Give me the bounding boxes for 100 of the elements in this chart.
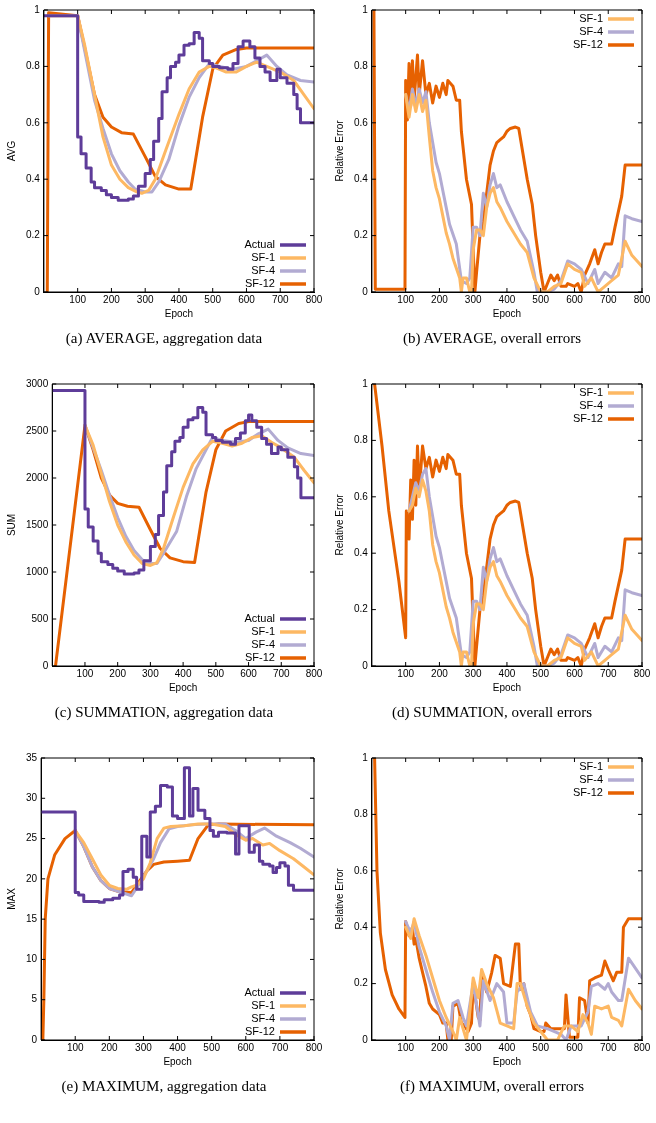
y-tick-label: 0.2 bbox=[354, 603, 369, 615]
legend-label: SF-4 bbox=[579, 773, 603, 786]
x-axis-title: Epoch bbox=[492, 1055, 522, 1067]
x-tick-label: 600 bbox=[237, 1041, 255, 1053]
x-axis-title: Epoch bbox=[492, 307, 522, 319]
x-tick-label: 200 bbox=[101, 1041, 119, 1053]
y-tick-label: 0.8 bbox=[354, 434, 369, 446]
y-tick-label: 0.4 bbox=[354, 546, 369, 558]
x-tick-label: 700 bbox=[599, 667, 618, 679]
x-axis-title: Epoch bbox=[164, 307, 194, 319]
x-tick-label: 100 bbox=[397, 667, 415, 679]
x-tick-label: 200 bbox=[103, 293, 121, 305]
y-tick-label: 0.4 bbox=[354, 172, 369, 184]
x-tick-label: 700 bbox=[272, 667, 291, 679]
x-tick-label: 600 bbox=[566, 667, 584, 679]
x-tick-label: 700 bbox=[599, 1041, 618, 1053]
legend-label: SF-12 bbox=[245, 651, 275, 664]
x-axis-title: Epoch bbox=[163, 1055, 192, 1067]
x-tick-label: 800 bbox=[633, 667, 651, 679]
legend-label: SF-12 bbox=[245, 277, 275, 290]
y-axis-title: Relative Error bbox=[333, 119, 345, 182]
x-tick-label: 400 bbox=[498, 1041, 516, 1053]
x-axis-title: Epoch bbox=[168, 681, 198, 693]
x-axis-title: Epoch bbox=[492, 681, 522, 693]
legend-label: SF-1 bbox=[251, 999, 275, 1012]
x-tick-label: 400 bbox=[169, 1041, 187, 1053]
y-tick-label: 0.6 bbox=[354, 490, 369, 502]
x-tick-label: 800 bbox=[633, 1041, 651, 1053]
y-tick-label: 0 bbox=[362, 659, 369, 671]
x-tick-label: 400 bbox=[498, 667, 516, 679]
x-tick-label: 800 bbox=[633, 293, 651, 305]
legend-label: SF-12 bbox=[573, 412, 603, 425]
legend-label: Actual bbox=[244, 986, 275, 999]
y-tick-label: 0 bbox=[34, 285, 41, 297]
x-tick-label: 700 bbox=[271, 293, 290, 305]
y-tick-label: 1 bbox=[362, 3, 369, 15]
y-tick-label: 1500 bbox=[26, 518, 49, 530]
y-tick-label: 0 bbox=[362, 285, 369, 297]
legend-label: SF-12 bbox=[573, 38, 603, 51]
x-tick-label: 300 bbox=[135, 1041, 153, 1053]
text: (b) AVERAGE, overall errors bbox=[402, 330, 582, 347]
x-tick-label: 100 bbox=[69, 293, 87, 305]
y-tick-label: 1 bbox=[362, 751, 369, 763]
legend-label: SF-1 bbox=[251, 251, 275, 264]
y-tick-label: 0.6 bbox=[26, 116, 41, 128]
y-axis-title: AVG bbox=[5, 140, 17, 162]
y-tick-label: 0.8 bbox=[26, 60, 41, 72]
y-tick-label: 1000 bbox=[26, 565, 49, 577]
x-tick-label: 400 bbox=[170, 293, 188, 305]
y-tick-label: 0.4 bbox=[354, 920, 369, 932]
y-axis-title: Relative Error bbox=[333, 867, 345, 930]
y-tick-label: 10 bbox=[26, 953, 38, 965]
x-tick-label: 400 bbox=[498, 293, 516, 305]
text: (d) SUMMATION, overall errors bbox=[391, 704, 593, 721]
y-tick-label: 1 bbox=[362, 377, 369, 389]
x-tick-label: 600 bbox=[566, 293, 584, 305]
text: (f) MAXIMUM, overall errors bbox=[398, 1078, 586, 1095]
x-tick-label: 300 bbox=[464, 1041, 482, 1053]
legend-label: Actual bbox=[244, 238, 275, 251]
y-axis-title: MAX bbox=[5, 887, 17, 910]
y-tick-label: 15 bbox=[26, 912, 38, 924]
x-tick-label: 300 bbox=[464, 667, 482, 679]
legend-label: SF-4 bbox=[251, 1012, 275, 1025]
text: (e) MAXIMUM, aggregation data bbox=[60, 1078, 268, 1095]
legend-label: Actual bbox=[244, 612, 275, 625]
y-tick-label: 25 bbox=[26, 832, 38, 844]
y-tick-label: 5 bbox=[31, 993, 38, 1005]
legend-label: SF-1 bbox=[579, 386, 603, 399]
x-tick-label: 100 bbox=[397, 1041, 415, 1053]
y-axis-title: SUM bbox=[5, 513, 17, 537]
y-tick-label: 20 bbox=[26, 872, 38, 884]
x-tick-label: 100 bbox=[66, 1041, 85, 1053]
x-tick-label: 500 bbox=[532, 293, 550, 305]
x-tick-label: 700 bbox=[599, 293, 618, 305]
x-tick-label: 500 bbox=[532, 1041, 550, 1053]
x-tick-label: 300 bbox=[464, 293, 482, 305]
y-tick-label: 2500 bbox=[26, 424, 49, 436]
legend-label: SF-1 bbox=[251, 625, 275, 638]
x-tick-label: 600 bbox=[240, 667, 258, 679]
x-tick-label: 800 bbox=[305, 293, 323, 305]
x-tick-label: 500 bbox=[207, 667, 225, 679]
x-tick-label: 500 bbox=[204, 293, 222, 305]
text: (c) SUMMATION, aggregation data bbox=[53, 704, 275, 721]
x-tick-label: 800 bbox=[305, 667, 323, 679]
y-tick-label: 500 bbox=[31, 612, 49, 624]
legend-label: SF-1 bbox=[579, 760, 603, 773]
y-tick-label: 0.8 bbox=[354, 60, 369, 72]
x-tick-label: 200 bbox=[109, 667, 127, 679]
x-tick-label: 200 bbox=[431, 293, 449, 305]
y-tick-label: 1 bbox=[34, 3, 41, 15]
text: (a) AVERAGE, aggregation data bbox=[64, 330, 264, 347]
legend-label: SF-12 bbox=[573, 786, 603, 799]
legend-label: SF-4 bbox=[579, 25, 603, 38]
x-tick-label: 500 bbox=[203, 1041, 221, 1053]
x-tick-label: 500 bbox=[532, 667, 550, 679]
x-tick-label: 300 bbox=[142, 667, 160, 679]
legend-label: SF-4 bbox=[579, 399, 603, 412]
y-tick-label: 0.2 bbox=[354, 229, 369, 241]
y-tick-label: 0 bbox=[31, 1033, 38, 1045]
x-tick-label: 800 bbox=[305, 1041, 323, 1053]
